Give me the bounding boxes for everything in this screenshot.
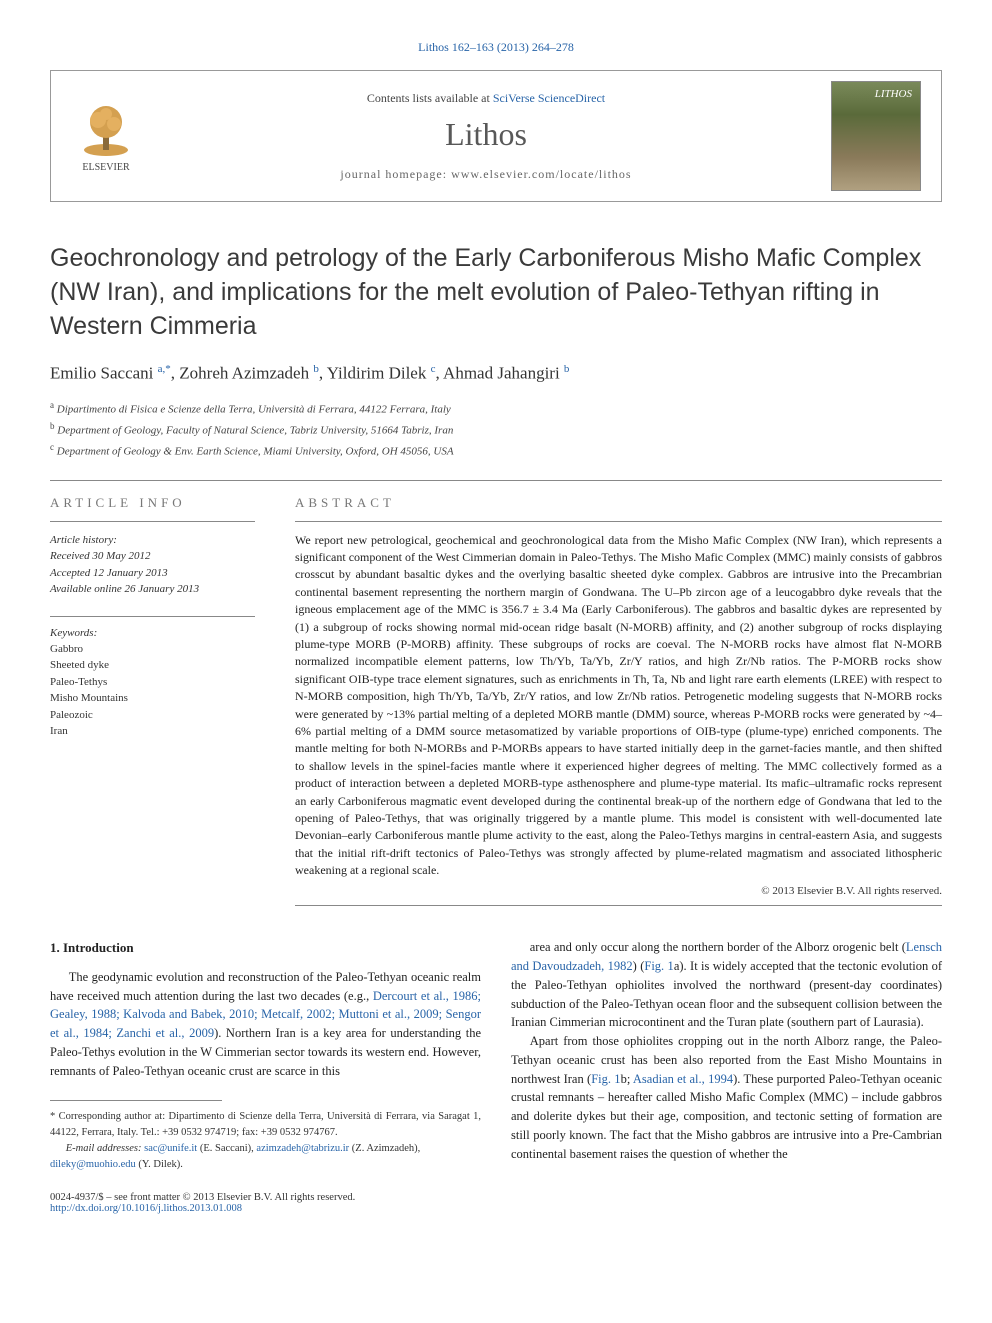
body-col-right: area and only occur along the northern b… xyxy=(511,938,942,1172)
page-footer: 0024-4937/$ – see front matter © 2013 El… xyxy=(50,1192,942,1214)
sciencedirect-link[interactable]: SciVerse ScienceDirect xyxy=(493,91,605,105)
keywords-label: Keywords: xyxy=(50,627,255,639)
intro-paragraph: Apart from those ophiolites cropping out… xyxy=(511,1032,942,1163)
publisher-name: ELSEVIER xyxy=(82,162,129,173)
email-link[interactable]: dileky@muohio.edu xyxy=(50,1159,136,1170)
keywords-list: Gabbro Sheeted dyke Paleo-Tethys Misho M… xyxy=(50,641,255,740)
intro-paragraph: The geodynamic evolution and reconstruct… xyxy=(50,968,481,1081)
journal-cover-title: LITHOS xyxy=(875,88,912,100)
affiliations: a Dipartimento di Fisica e Scienze della… xyxy=(50,398,942,462)
figure-link[interactable]: Fig. 1 xyxy=(644,959,673,973)
contents-line: Contents lists available at SciVerse Sci… xyxy=(141,91,831,106)
citation-link[interactable]: Asadian et al., 1994 xyxy=(633,1072,733,1086)
journal-citation-link[interactable]: Lithos 162–163 (2013) 264–278 xyxy=(418,40,574,54)
figure-link[interactable]: Fig. 1 xyxy=(591,1072,620,1086)
abstract-bottom-divider xyxy=(295,905,942,906)
body-col-left: 1. Introduction The geodynamic evolution… xyxy=(50,938,481,1172)
article-title: Geochronology and petrology of the Early… xyxy=(50,242,942,343)
footer-copyright: 0024-4937/$ – see front matter © 2013 El… xyxy=(50,1192,355,1203)
footnotes: * Corresponding author at: Dipartimento … xyxy=(50,1109,481,1172)
author-list: Emilio Saccani a,*, Zohreh Azimzadeh b, … xyxy=(50,363,942,384)
article-history: Article history: Received 30 May 2012 Ac… xyxy=(50,532,255,598)
intro-paragraph: area and only occur along the northern b… xyxy=(511,938,942,1032)
journal-citation: Lithos 162–163 (2013) 264–278 xyxy=(50,40,942,55)
abstract-body: We report new petrological, geochemical … xyxy=(295,532,942,880)
journal-name: Lithos xyxy=(141,116,831,153)
section-divider xyxy=(50,480,942,481)
journal-homepage: journal homepage: www.elsevier.com/locat… xyxy=(141,167,831,182)
info-divider xyxy=(50,521,255,522)
publisher-logo: ELSEVIER xyxy=(71,96,141,176)
journal-header: ELSEVIER Contents lists available at Sci… xyxy=(50,70,942,202)
elsevier-tree-icon xyxy=(76,100,136,160)
keywords-divider xyxy=(50,616,255,617)
email-link[interactable]: azimzadeh@tabrizu.ir xyxy=(256,1143,349,1154)
abstract-divider xyxy=(295,521,942,522)
article-info-heading: ARTICLE INFO xyxy=(50,495,255,511)
abstract-heading: ABSTRACT xyxy=(295,495,942,511)
abstract-copyright: © 2013 Elsevier B.V. All rights reserved… xyxy=(295,885,942,897)
footnote-divider xyxy=(50,1100,222,1101)
journal-cover-thumbnail: LITHOS xyxy=(831,81,921,191)
email-link[interactable]: sac@unife.it xyxy=(144,1143,197,1154)
doi-link[interactable]: http://dx.doi.org/10.1016/j.lithos.2013.… xyxy=(50,1203,242,1214)
intro-heading: 1. Introduction xyxy=(50,938,481,958)
